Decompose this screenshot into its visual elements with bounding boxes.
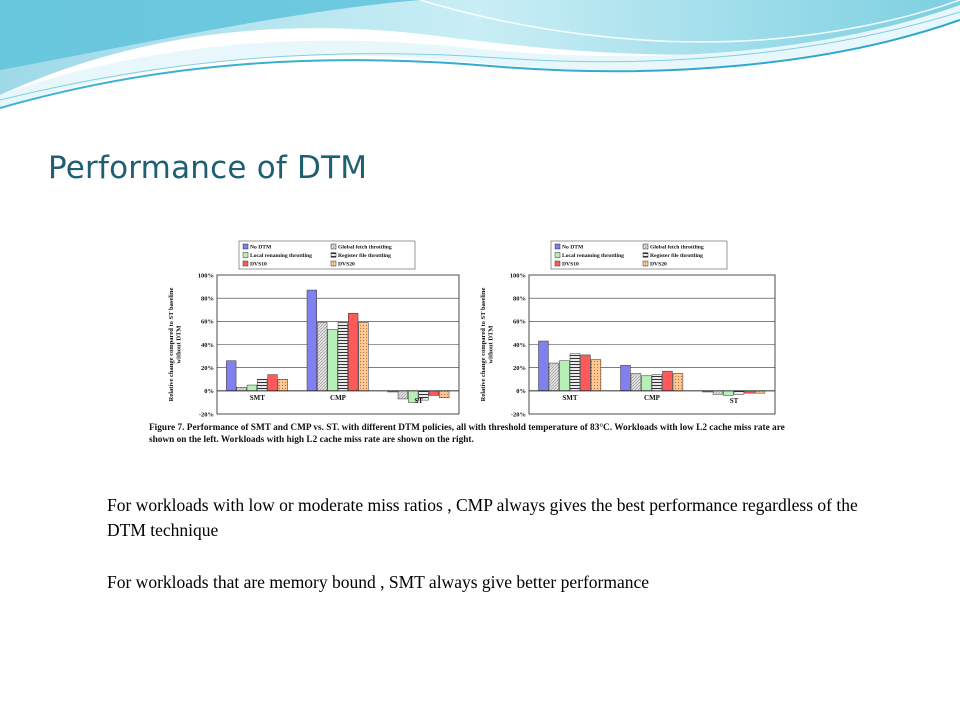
y-tick-label: 80% bbox=[201, 295, 214, 302]
y-tick-label: 100% bbox=[510, 272, 526, 279]
legend-swatch bbox=[330, 252, 337, 258]
bar-smt-series-6 bbox=[277, 379, 288, 392]
legend-label: DVS20 bbox=[650, 262, 667, 268]
bar-cmp-series-1 bbox=[620, 365, 631, 392]
header-wave-decoration bbox=[0, 0, 960, 109]
bar-smt-series-3 bbox=[559, 360, 570, 392]
bar-smt-series-6 bbox=[590, 359, 602, 392]
legend-swatch bbox=[330, 260, 337, 267]
legend-swatch bbox=[642, 243, 649, 250]
y-tick-label: 20% bbox=[201, 365, 214, 372]
bar-cmp-series-1 bbox=[306, 289, 317, 392]
y-axis-label: Relative change compared to ST baselinew… bbox=[168, 288, 183, 402]
legend-box bbox=[550, 240, 728, 270]
bar-st-series-2 bbox=[712, 390, 724, 395]
bar-cmp-series-3 bbox=[327, 329, 338, 392]
bar-cmp-series-6 bbox=[672, 373, 684, 392]
bar-smt-series-5 bbox=[267, 374, 278, 392]
bar-cmp-series-3 bbox=[641, 375, 652, 392]
y-tick-label: -20% bbox=[199, 411, 214, 418]
bar-cmp-series-4 bbox=[651, 374, 663, 392]
legend-swatch bbox=[242, 260, 249, 267]
category-label-smt: SMT bbox=[250, 394, 265, 402]
y-axis-label: Relative change compared to ST baselinew… bbox=[480, 288, 495, 402]
legend: No DTM Global fetch throttling Local renam… bbox=[550, 240, 728, 270]
legend-swatch bbox=[554, 252, 561, 258]
legend-label: DVS10 bbox=[250, 262, 267, 268]
legend-swatch bbox=[554, 243, 561, 250]
bar-cmp-series-6 bbox=[358, 322, 369, 392]
legend-swatch bbox=[242, 243, 249, 250]
body-paragraph-1: For workloads with low or moderate miss … bbox=[107, 495, 858, 540]
legend-label: Local renaming throttling bbox=[250, 253, 312, 259]
category-label-smt: SMT bbox=[562, 394, 578, 402]
legend-swatch bbox=[242, 252, 249, 258]
bar-smt-series-1 bbox=[226, 360, 237, 392]
y-tick-label: -20% bbox=[511, 411, 526, 418]
slide-title: Performance of DTM bbox=[48, 150, 368, 186]
bar-cmp-series-2 bbox=[630, 373, 642, 392]
bar-smt-series-5 bbox=[580, 354, 591, 392]
legend-swatch bbox=[642, 252, 649, 258]
chart-left: Relative change compared to ST baselinew… bbox=[168, 240, 460, 418]
legend-label: Local renaming throttling bbox=[562, 253, 624, 259]
bar-smt-series-2 bbox=[236, 387, 247, 392]
bar-smt-series-2 bbox=[548, 362, 560, 392]
y-tick-label: 40% bbox=[513, 342, 526, 349]
bar-st-series-4 bbox=[733, 390, 745, 395]
category-label-st: ST bbox=[414, 397, 423, 405]
bar-st-series-5 bbox=[428, 390, 439, 396]
bar-smt-series-4 bbox=[569, 353, 581, 392]
bar-charts: Relative change compared to ST baselinew… bbox=[168, 240, 776, 418]
legend-label: No DTM bbox=[562, 245, 584, 251]
y-tick-label: 100% bbox=[198, 272, 214, 279]
legend: No DTM Global fetch throttling Local renam… bbox=[238, 240, 416, 270]
bar-st-series-2 bbox=[397, 390, 408, 400]
figure-caption: Figure 7. Performance of SMT and CMP vs.… bbox=[149, 423, 785, 445]
bar-st-series-3 bbox=[723, 390, 734, 396]
bar-smt-series-1 bbox=[538, 340, 549, 392]
chart-right: Relative change compared to ST baselinew… bbox=[480, 240, 776, 418]
legend-label: DVS20 bbox=[338, 262, 355, 268]
category-label-st: ST bbox=[730, 397, 739, 405]
y-tick-label: 20% bbox=[513, 365, 526, 372]
y-tick-label: 60% bbox=[201, 319, 214, 326]
figure-image: Relative change compared to ST baselinew… bbox=[143, 201, 801, 455]
bar-cmp-series-4 bbox=[337, 322, 348, 392]
legend-label: No DTM bbox=[250, 245, 272, 251]
legend-box bbox=[238, 240, 416, 270]
legend-label: Register file throttling bbox=[650, 253, 703, 259]
category-label-cmp: CMP bbox=[330, 394, 347, 402]
y-tick-label: 80% bbox=[513, 295, 526, 302]
bar-cmp-series-5 bbox=[348, 312, 359, 392]
legend-label: Global fetch throttling bbox=[338, 245, 392, 251]
legend-label: Global fetch throttling bbox=[650, 245, 704, 251]
y-tick-label: 60% bbox=[513, 319, 526, 326]
bar-smt-series-3 bbox=[246, 384, 257, 392]
y-tick-label: 40% bbox=[201, 342, 214, 349]
bar-st-series-6 bbox=[439, 390, 450, 399]
y-tick-label: 0% bbox=[516, 388, 526, 395]
legend-label: DVS10 bbox=[562, 262, 579, 268]
legend-swatch bbox=[554, 260, 561, 267]
legend-swatch bbox=[642, 260, 649, 267]
body-paragraph-2: For workloads that are memory bound , SM… bbox=[107, 572, 650, 592]
bar-smt-series-4 bbox=[257, 379, 268, 392]
category-label-cmp: CMP bbox=[644, 394, 661, 402]
y-tick-label: 0% bbox=[204, 388, 214, 395]
bar-cmp-series-2 bbox=[317, 322, 328, 392]
legend-swatch bbox=[330, 243, 337, 250]
legend-label: Register file throttling bbox=[338, 253, 391, 259]
bar-cmp-series-5 bbox=[662, 370, 673, 392]
